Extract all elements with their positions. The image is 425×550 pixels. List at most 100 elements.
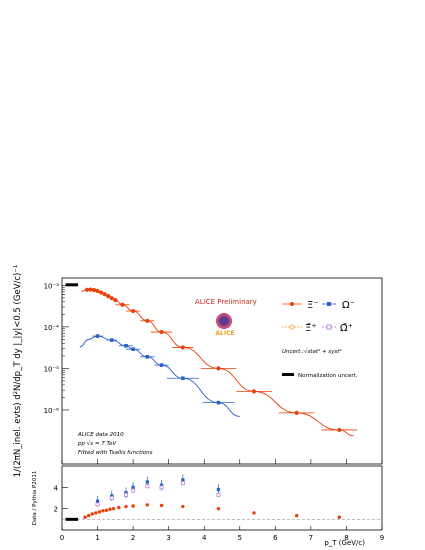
xi-point [337, 427, 342, 433]
x-tick-label: 8 [344, 534, 348, 542]
omega-point [124, 344, 128, 348]
annotation-energy: pp √s = 7 TeV [77, 440, 118, 447]
xi-point [113, 298, 118, 303]
ratio-omega-bar-point [216, 492, 221, 497]
ratio-omega-bar-point [131, 488, 136, 493]
ratio-y-axis-label: Data / Pythia P2011 [32, 471, 38, 526]
ratio-omega-point [145, 480, 149, 484]
ratio-omega-point [216, 487, 221, 492]
ratio-xi-point [108, 507, 112, 511]
ratio-xi-point [97, 510, 102, 514]
ratio-omega-point [124, 491, 128, 495]
alice-logo: ALICE [215, 313, 235, 337]
ratio-xi-point [252, 511, 256, 515]
y-tick-label: 10⁻⁵ [44, 365, 60, 373]
x-tick-label: 6 [273, 534, 278, 542]
legend: Ξ⁻ Ω⁻ Ξ̄⁺ Ω̄⁺ Uncert.:√stat² + syst² Nor… [282, 300, 358, 379]
ratio-xi-point [159, 503, 164, 508]
ratio-xi-point [216, 506, 221, 511]
ratio-omega-point [110, 494, 114, 498]
ratio-xi-point [337, 515, 342, 519]
fit-curve-xi [81, 289, 354, 437]
x-tick-label: 5 [238, 534, 242, 542]
ratio-omega-point [159, 483, 164, 487]
ratio-omega-point [95, 499, 100, 503]
xi-point [102, 292, 107, 297]
data-marks [65, 283, 358, 521]
legend-entry-omega-plus-bar: Ω̄⁺ [340, 323, 353, 334]
xi-point [159, 329, 164, 335]
y-tick-label: 10⁻⁶ [44, 407, 60, 415]
x-tick-label: 9 [380, 534, 384, 542]
normalization-bar [65, 283, 78, 287]
ratio-xi-point [111, 506, 116, 511]
ratio-normalization-bar [65, 517, 78, 521]
xi-point [294, 410, 299, 415]
ratio-y-tick-label: 2 [54, 506, 58, 514]
ratio-omega-bar-point [124, 492, 128, 497]
xi-point [120, 302, 125, 307]
y-axis-label: 1/(2πN_inel. evts) d²N/dp_T dy |_|y|<0.5… [13, 265, 23, 478]
fit-curves [79, 289, 354, 437]
xi-point [216, 366, 221, 371]
omega-point [181, 376, 185, 381]
ratio-xi-point [83, 515, 87, 519]
xi-point [84, 287, 89, 292]
ratio-xi-point [145, 503, 150, 507]
ratio-omega-bar-point [95, 502, 100, 507]
ratio-xi-point [124, 504, 128, 509]
xi-point [109, 296, 114, 301]
x-tick-label: 2 [131, 534, 135, 542]
x-tick-label: 0 [60, 534, 64, 542]
omega-point [109, 338, 114, 342]
omega-point [95, 334, 100, 338]
legend-title: ALICE Preliminary [195, 298, 257, 306]
ratio-omega-bar-point [145, 484, 150, 489]
xi-point [95, 288, 100, 294]
y-tick-label: 10⁻⁴ [44, 324, 60, 332]
x-axis-label: p_T (GeV/c) [324, 539, 365, 547]
x-tick-label: 7 [309, 534, 313, 542]
x-tick-label: 1 [95, 534, 99, 542]
bottom-panel-frame [61, 465, 383, 531]
ratio-xi-point [131, 504, 135, 508]
ratio-y-tick-label: 4 [54, 484, 59, 492]
axis-ticks: 0 1 2 3 4 5 6 7 8 9 10⁻³ 10⁻⁴ 10⁻⁵ 10⁻⁶ 2 4 [44, 282, 385, 542]
ratio-xi-point [294, 513, 299, 518]
xi-point [99, 290, 104, 295]
xi-point [180, 345, 185, 350]
omega-point [159, 363, 164, 367]
ratio-xi-point [117, 505, 121, 510]
xi-point [145, 318, 150, 323]
xi-point [251, 389, 257, 394]
omega-point [145, 355, 150, 359]
ratio-omega-bar-point [109, 496, 114, 500]
legend-entry-omega-minus: Ω⁻ [342, 300, 355, 311]
y-tick-label: 10⁻³ [44, 282, 60, 290]
fit-curve-omega [79, 335, 240, 417]
ratio-xi-point [181, 504, 185, 509]
xi-point [106, 294, 111, 299]
x-tick-label: 4 [202, 534, 207, 542]
x-tick-label: 3 [166, 534, 170, 542]
ratio-xi-point [101, 509, 105, 513]
legend-entry-xi-plus-bar: Ξ̄⁺ [305, 323, 317, 334]
omega-point [131, 347, 135, 351]
ratio-xi-point [94, 511, 98, 515]
uncert-note: Uncert.:√stat² + syst² [282, 348, 342, 355]
ratio-omega-bar-point [159, 485, 164, 490]
legend-entry-xi-minus: Ξ⁻ [307, 300, 319, 311]
svg-text:ALICE: ALICE [215, 330, 234, 337]
xi-point [91, 287, 97, 293]
ratio-xi-point [104, 508, 109, 512]
ratio-xi-point [90, 512, 94, 516]
ratio-omega-point [181, 478, 185, 482]
xi-point [131, 308, 136, 314]
norm-note: Normalization uncert. [298, 373, 358, 379]
ratio-omega-point [131, 485, 135, 489]
top-panel-frame [61, 277, 383, 465]
xi-point [88, 287, 93, 292]
annotation-fit: Fitted with Tsallis functions [78, 450, 153, 456]
annotation-data: ALICE data 2010 [77, 432, 124, 438]
